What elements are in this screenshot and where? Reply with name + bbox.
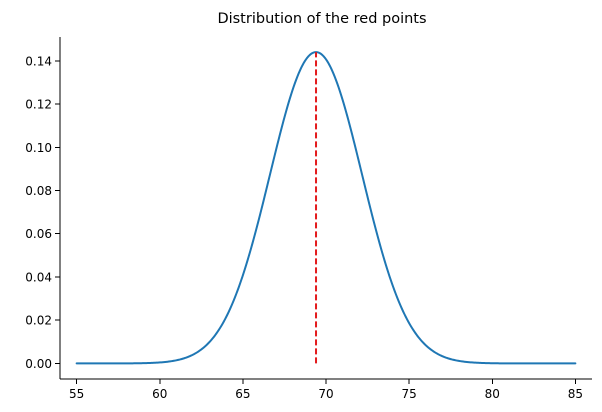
- y-axis-ticks: 0.00 0.02 0.04 0.06 0.08 0.10 0.12 0.14: [25, 54, 60, 371]
- axes: [59, 37, 592, 380]
- y-tick-label: 0.06: [25, 227, 52, 241]
- y-tick-label: 0.08: [25, 184, 52, 198]
- plot-series: [75, 51, 577, 365]
- chart-title: Distribution of the red points: [217, 11, 426, 27]
- y-tick-label: 0.14: [25, 54, 52, 68]
- x-axis-ticks: 55 60 65 70 75 80 85: [69, 379, 583, 401]
- y-tick-label: 0.02: [25, 314, 52, 328]
- x-tick-label: 70: [318, 387, 333, 401]
- x-tick-label: 80: [485, 387, 500, 401]
- y-tick-label: 0.00: [25, 357, 52, 371]
- y-tick-label: 0.10: [25, 141, 52, 155]
- x-tick-label: 55: [69, 387, 84, 401]
- x-tick-label: 75: [401, 387, 416, 401]
- x-tick-label: 65: [235, 387, 250, 401]
- x-tick-label: 60: [152, 387, 167, 401]
- x-tick-label: 85: [568, 387, 583, 401]
- y-tick-label: 0.12: [25, 98, 52, 112]
- y-tick-label: 0.04: [25, 270, 52, 284]
- density-curve: [75, 51, 577, 365]
